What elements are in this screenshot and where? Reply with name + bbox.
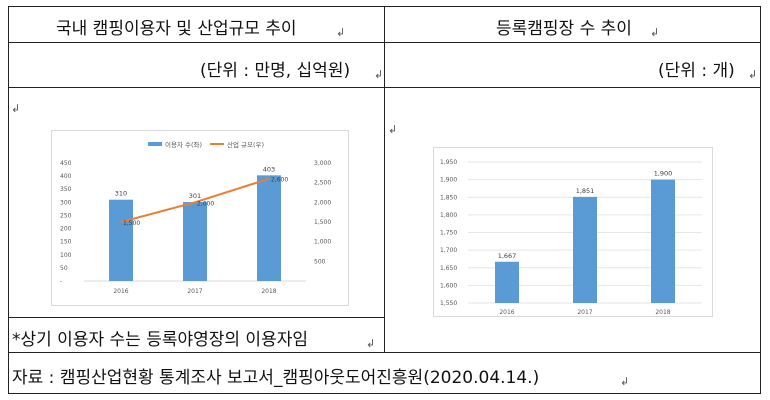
campers-chart: 이용자 수(좌) 산업 규모(우) 450 400 350 300 250 200 150 100… — [51, 130, 349, 306]
campers-chart-svg: 이용자 수(좌) 산업 규모(우) 450 400 350 300 250 200 150 100… — [60, 140, 331, 295]
y-right-tick: 1,500 — [314, 219, 331, 226]
line-value-label: 2,000 — [197, 200, 214, 207]
y-tick-label: 1,800 — [440, 212, 457, 219]
bar-campgrounds-2017 — [573, 196, 597, 303]
y-tick-label: 1,600 — [440, 282, 457, 289]
table-border-left — [8, 6, 9, 394]
bar-value-label: 310 — [115, 190, 127, 198]
line-industry-size — [120, 177, 270, 223]
paragraph-mark: ↲ — [11, 102, 21, 115]
bar-value-label: 1,667 — [498, 252, 517, 260]
left-unit: (단위 : 만명, 십억원) — [200, 61, 351, 81]
paragraph-mark: ↲ — [366, 337, 376, 350]
paragraph-mark: ↲ — [388, 123, 398, 136]
y-left-tick: - — [60, 278, 62, 285]
table-column-divider — [384, 6, 385, 353]
y-right-tick: 500 — [314, 258, 326, 265]
y-tick-label: 1,550 — [440, 300, 457, 307]
y-tick-label: 1,950 — [440, 159, 457, 166]
right-header: 등록캠핑장 수 추이 — [496, 19, 632, 39]
line-value-label: 2,600 — [271, 177, 288, 184]
bar-users-2017 — [183, 202, 207, 281]
y-tick-label: 1,750 — [440, 230, 457, 237]
y-right-tick: 1,000 — [314, 239, 331, 246]
y-left-tick: 300 — [60, 199, 72, 206]
x-tick-label: 2018 — [261, 288, 276, 295]
bar-value-label: 403 — [263, 165, 275, 173]
y-left-tick: 350 — [60, 186, 72, 193]
legend-label-users: 이용자 수(좌) — [165, 140, 202, 149]
left-header: 국내 캠핑이용자 및 산업규모 추이 — [56, 19, 297, 39]
campgrounds-chart: 1,950 1,900 1,850 1,800 1,750 1,700 1,650 1,600… — [433, 147, 713, 317]
line-value-label: 1,500 — [123, 220, 140, 227]
bar-users-2018 — [257, 175, 281, 281]
x-tick-label: 2018 — [655, 309, 670, 316]
y-left-tick: 50 — [60, 265, 68, 272]
right-unit: (단위 : 개) — [658, 61, 735, 81]
bar-value-label: 301 — [189, 192, 201, 200]
table-border-bottom — [8, 393, 761, 394]
bar-campgrounds-2018 — [651, 179, 675, 303]
y-left-tick: 150 — [60, 239, 72, 246]
y-tick-label: 1,700 — [440, 247, 457, 254]
table-border-right — [760, 6, 761, 394]
y-tick-label: 1,850 — [440, 194, 457, 201]
paragraph-mark: ↲ — [620, 375, 630, 388]
bar-users-2016 — [109, 199, 133, 281]
x-tick-label: 2017 — [577, 309, 592, 316]
y-right-tick: 2,500 — [314, 180, 331, 187]
paragraph-mark: ↲ — [374, 68, 384, 81]
y-left-tick: 450 — [60, 160, 72, 167]
paragraph-mark: ↲ — [650, 26, 660, 39]
bar-value-label: 1,851 — [576, 187, 595, 195]
y-left-tick: 400 — [60, 173, 72, 180]
stats-table: 국내 캠핑이용자 및 산업규모 추이 ↲ 등록캠핑장 수 추이 ↲ (단위 : … — [8, 6, 761, 394]
bar-value-label: 1,900 — [654, 170, 673, 178]
paragraph-mark: ↲ — [748, 68, 758, 81]
table-rule-3 — [8, 317, 385, 318]
paragraph-mark: ↲ — [336, 26, 346, 39]
y-tick-label: 1,900 — [440, 177, 457, 184]
y-tick-label: 1,650 — [440, 265, 457, 272]
campgrounds-chart-svg: 1,950 1,900 1,850 1,800 1,750 1,700 1,650 1,600… — [440, 159, 702, 316]
legend-label-industry: 산업 규모(우) — [227, 140, 264, 149]
source-text: 자료 : 캠핑산업현황 통계조사 보고서_캠핑아웃도어진흥원(2020.04.1… — [12, 368, 540, 388]
footnote: *상기 이용자 수는 등록야영장의 이용자임 — [12, 330, 308, 350]
x-tick-label: 2017 — [187, 288, 202, 295]
x-tick-label: 2016 — [113, 288, 128, 295]
y-left-tick: 200 — [60, 226, 72, 233]
y-right-tick: 2,000 — [314, 199, 331, 206]
bar-campgrounds-2016 — [495, 261, 519, 303]
x-tick-label: 2016 — [499, 309, 514, 316]
y-right-tick: 3,000 — [314, 160, 331, 167]
y-left-tick: 100 — [60, 252, 72, 259]
y-left-tick: 250 — [60, 212, 72, 219]
legend-swatch-users — [148, 142, 162, 146]
